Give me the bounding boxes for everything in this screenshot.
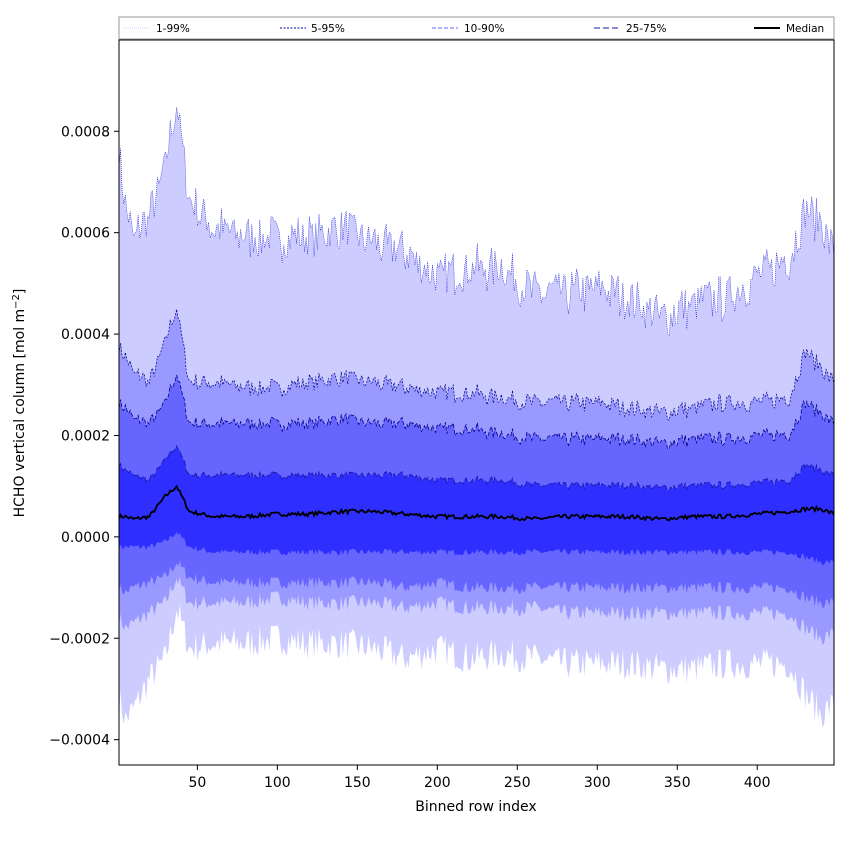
legend-label-median: Median (786, 23, 824, 35)
axes-frame (118, 39, 835, 766)
plot-area (119, 107, 834, 729)
y-tick-label-1: −0.0002 (49, 631, 110, 647)
x-axis-label: Binned row index (415, 799, 536, 815)
legend-entry-10-90: 10-90% (432, 23, 505, 35)
legend-entry-1-99: 1-99% (124, 23, 190, 35)
y-tick-label-6: 0.0008 (61, 124, 110, 140)
legend-frame (118, 16, 835, 40)
y-axis-label-close: ] (12, 289, 28, 294)
line-75 (119, 444, 834, 492)
x-tick-label-200: 200 (424, 775, 451, 791)
x-tick-label-250: 250 (504, 775, 531, 791)
x-axis: 50 100 150 200 250 300 350 400 (188, 765, 771, 791)
line-90 (119, 374, 834, 450)
legend-label-10-90: 10-90% (464, 23, 505, 35)
x-tick-label-300: 300 (584, 775, 611, 791)
line-95 (119, 309, 834, 421)
y-tick-label-5: 0.0006 (61, 226, 110, 242)
legend-entry-median: Median (754, 23, 824, 35)
x-tick-label-400: 400 (744, 775, 771, 791)
y-tick-label-2: 0.0000 (61, 530, 110, 546)
y-tick-label-0: −0.0004 (49, 733, 110, 749)
legend-entry-5-95: 5-95% (280, 23, 345, 35)
x-tick-label-100: 100 (264, 775, 291, 791)
y-tick-label-4: 0.0004 (61, 327, 110, 343)
y-axis-label-superscript: −2 (11, 294, 22, 309)
legend-label-25-75: 25-75% (626, 23, 667, 35)
legend-label-5-95: 5-95% (311, 23, 345, 35)
y-axis-label-main: HCHO vertical column [mol m (12, 309, 28, 518)
median-line (119, 484, 834, 522)
y-axis-label: HCHO vertical column [mol m−2] (11, 289, 28, 518)
x-tick-label-50: 50 (188, 775, 206, 791)
y-axis: −0.0004 −0.0002 0.0000 0.0002 0.0004 0.0006 0.… (49, 124, 119, 749)
legend: 1-99% 5-95% 10-90% 25-75% Median (118, 16, 835, 40)
y-tick-label-3: 0.0002 (61, 428, 110, 444)
line-99 (119, 107, 834, 337)
band-25-75 (119, 445, 834, 566)
x-tick-label-350: 350 (664, 775, 691, 791)
legend-entry-25-75: 25-75% (594, 23, 667, 35)
x-tick-label-150: 150 (344, 775, 371, 791)
legend-label-1-99: 1-99% (156, 23, 190, 35)
